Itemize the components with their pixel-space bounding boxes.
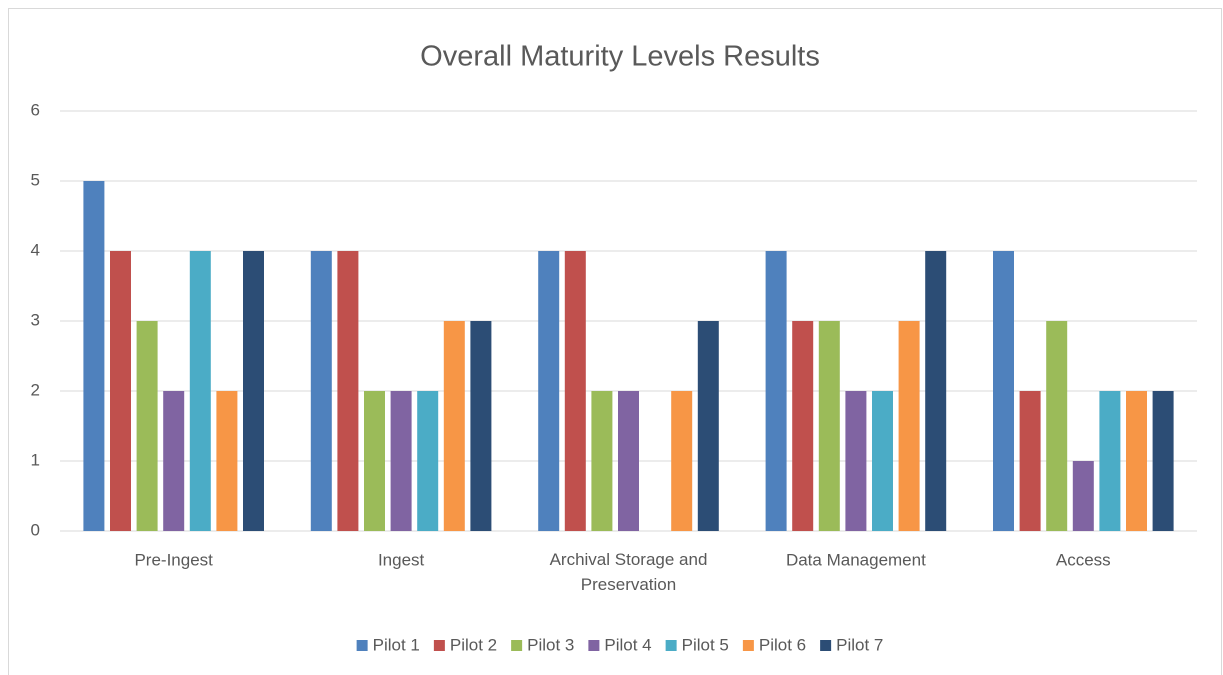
bar — [925, 251, 947, 531]
legend-label: Pilot 6 — [759, 635, 806, 654]
bar — [898, 321, 920, 531]
bar — [136, 321, 158, 531]
bar — [110, 251, 131, 531]
bar — [470, 321, 492, 531]
legend-swatch — [742, 640, 754, 651]
bar — [216, 391, 238, 531]
legend-label: Pilot 2 — [450, 635, 497, 654]
bar — [417, 391, 439, 531]
bar — [310, 251, 332, 531]
legend-swatch — [665, 640, 677, 651]
bar — [1046, 321, 1068, 531]
legend-swatch — [511, 640, 523, 651]
legend-swatch — [433, 640, 445, 651]
legend-swatch — [820, 640, 832, 651]
bar — [390, 391, 412, 531]
y-tick-label: 0 — [31, 520, 40, 539]
legend-swatch — [356, 640, 368, 651]
bar — [83, 181, 105, 531]
bar — [538, 251, 560, 531]
y-tick-label: 3 — [31, 310, 40, 329]
bar — [697, 321, 719, 531]
y-tick-label: 2 — [31, 380, 40, 399]
bar — [591, 391, 613, 531]
bar — [564, 251, 586, 531]
bar — [993, 251, 1014, 531]
bar — [1126, 391, 1147, 531]
bar — [243, 251, 264, 531]
y-tick-label: 1 — [31, 450, 40, 469]
x-tick-label: Archival Storage and Preservation — [550, 550, 708, 594]
x-tick-line: Archival Storage and — [550, 550, 708, 569]
bar — [443, 321, 465, 531]
x-tick-label: Pre-Ingest — [134, 550, 213, 569]
legend: Pilot 1 Pilot 2 Pilot 3 Pilot 4 Pilot 5 Pilot… — [356, 635, 883, 654]
bar — [792, 321, 814, 531]
bar — [618, 391, 639, 531]
bar — [337, 251, 359, 531]
legend-label: Pilot 1 — [373, 635, 420, 654]
bar — [845, 391, 867, 531]
x-tick-line: Preservation — [581, 575, 676, 594]
bar — [1152, 391, 1174, 531]
x-tick-label: Access — [1056, 550, 1111, 569]
x-tick-label: Ingest — [378, 550, 425, 569]
bar — [1072, 461, 1094, 531]
bar — [189, 251, 211, 531]
bar — [364, 391, 385, 531]
bar — [163, 391, 185, 531]
bar — [671, 391, 693, 531]
legend-label: Pilot 4 — [604, 635, 651, 654]
chart-title: Overall Maturity Levels Results — [420, 41, 820, 73]
bar — [1019, 391, 1041, 531]
y-tick-label: 6 — [31, 100, 40, 119]
y-tick-label: 5 — [31, 170, 40, 189]
bar — [765, 251, 787, 531]
y-tick-label: 4 — [31, 240, 40, 259]
legend-label: Pilot 5 — [682, 635, 729, 654]
legend-label: Pilot 3 — [527, 635, 574, 654]
legend-label: Pilot 7 — [836, 635, 883, 654]
bar — [1099, 391, 1121, 531]
bar — [872, 391, 893, 531]
legend-swatch — [588, 640, 600, 651]
x-tick-label: Data Management — [786, 550, 926, 569]
bar — [818, 321, 840, 531]
